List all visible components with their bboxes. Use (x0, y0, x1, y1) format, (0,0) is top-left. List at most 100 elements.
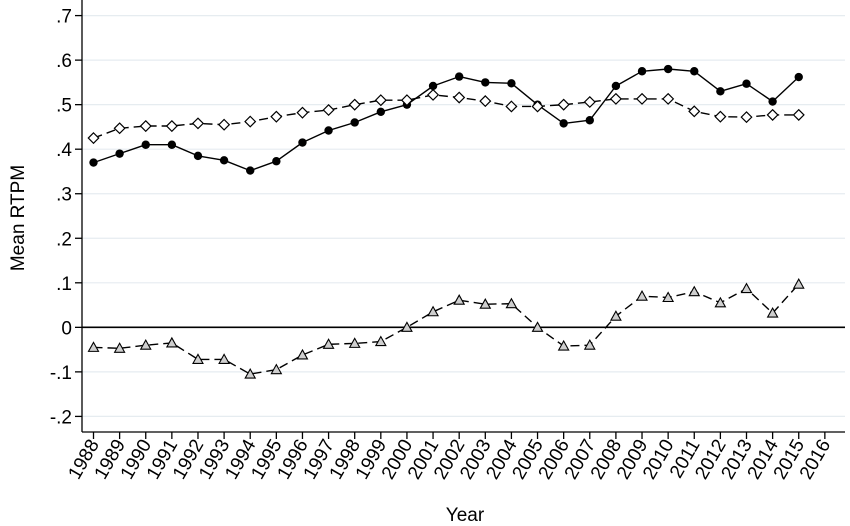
data-point (766, 108, 779, 121)
data-point (376, 107, 386, 116)
data-point (272, 157, 281, 166)
data-point (113, 122, 126, 135)
data-point (505, 297, 518, 309)
data-point (374, 94, 387, 107)
data-point (246, 166, 255, 175)
data-point (374, 335, 387, 347)
series-group (87, 64, 805, 379)
data-point (716, 87, 725, 96)
data-point (583, 95, 596, 109)
data-point (113, 342, 126, 353)
data-point (139, 339, 152, 350)
data-point (322, 338, 335, 349)
y-tick-label: .6 (56, 51, 72, 72)
data-point (792, 108, 805, 121)
data-point (218, 353, 231, 364)
data-point (714, 296, 727, 308)
data-point (139, 119, 152, 133)
data-point (637, 67, 647, 76)
y-tick-label: .7 (56, 7, 72, 28)
data-point (740, 111, 753, 124)
data-point (244, 115, 257, 128)
data-point (609, 92, 622, 105)
data-point (662, 291, 675, 303)
data-point (296, 348, 309, 360)
data-point (662, 92, 675, 105)
data-point (324, 126, 333, 135)
series-hollow-diamond (87, 88, 805, 145)
data-point (400, 94, 413, 107)
data-point (296, 106, 309, 119)
data-point (427, 305, 439, 317)
data-point (557, 339, 570, 351)
y-tick-label: .3 (56, 185, 72, 206)
data-point (766, 306, 779, 318)
data-point (401, 321, 413, 332)
data-point (218, 118, 231, 131)
data-point (507, 79, 516, 88)
data-point (611, 81, 621, 91)
data-point (89, 158, 98, 167)
data-point (559, 119, 568, 128)
data-point (244, 367, 257, 379)
data-point (792, 278, 805, 289)
data-point (270, 110, 283, 123)
data-point (115, 149, 124, 158)
y-tick-label: .1 (56, 274, 72, 295)
data-point (348, 337, 361, 348)
y-tick-label: .2 (56, 229, 72, 250)
data-point (427, 88, 440, 101)
data-point (636, 290, 648, 301)
y-tick-label: .5 (56, 96, 72, 117)
series-line (93, 68, 800, 172)
x-axis-title: Year (446, 505, 485, 526)
data-point (298, 138, 307, 147)
data-point (270, 363, 283, 375)
data-point (87, 132, 100, 145)
data-point (167, 140, 177, 149)
data-point (219, 156, 229, 165)
series-line (93, 94, 799, 139)
data-point (742, 79, 751, 88)
data-point (557, 98, 570, 111)
data-point (481, 78, 490, 87)
series-line (93, 283, 800, 375)
data-point (87, 341, 100, 352)
data-point (635, 92, 649, 105)
data-point (193, 151, 203, 161)
data-point (428, 81, 438, 91)
data-point (740, 282, 753, 294)
data-point (663, 64, 673, 74)
data-point (479, 95, 492, 108)
data-point (165, 119, 178, 133)
y-axis-title: Mean RTPM (8, 165, 29, 271)
data-point (690, 67, 699, 76)
data-point (583, 339, 596, 350)
y-tick-label: -.2 (50, 407, 72, 428)
data-point (768, 97, 777, 106)
data-point (714, 110, 727, 123)
data-point (141, 140, 150, 149)
data-point (609, 310, 622, 321)
data-point (505, 100, 518, 113)
data-point (688, 105, 701, 118)
data-point (191, 117, 205, 130)
data-point (585, 116, 594, 125)
series-filled-circle (89, 64, 803, 175)
axes (75, 0, 845, 439)
tick-labels: -.2-.10.1.2.3.4.5.6.71988198919901991199… (50, 7, 835, 484)
data-point (531, 100, 544, 113)
data-point (688, 285, 701, 297)
y-tick-label: .4 (56, 140, 72, 161)
data-point (348, 98, 361, 111)
y-tick-label: -.1 (50, 363, 72, 384)
data-point (453, 91, 466, 104)
data-point (794, 72, 803, 82)
data-point (322, 103, 335, 117)
data-point (454, 72, 464, 81)
data-point (192, 353, 204, 364)
data-point (165, 336, 178, 348)
data-point (453, 294, 466, 305)
data-point (479, 298, 492, 309)
